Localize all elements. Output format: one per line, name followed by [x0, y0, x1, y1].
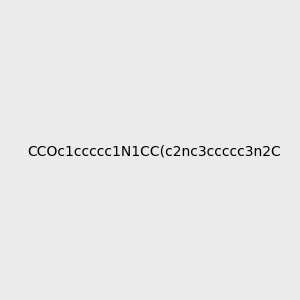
Text: CCOc1ccccc1N1CC(c2nc3ccccc3n2C: CCOc1ccccc1N1CC(c2nc3ccccc3n2C: [27, 145, 280, 158]
